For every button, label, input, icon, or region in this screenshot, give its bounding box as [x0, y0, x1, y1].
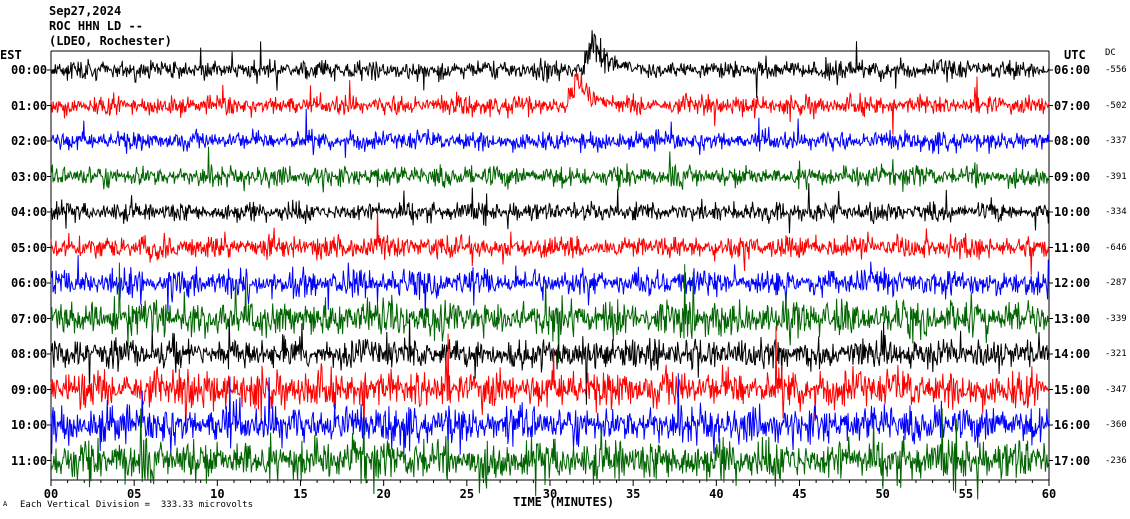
- dc-offset-label: -339: [1105, 313, 1127, 324]
- est-hour-label: 11:00: [11, 453, 48, 468]
- dc-offset-label: -556: [1105, 65, 1127, 75]
- trace-row-0300: [50, 146, 1050, 193]
- est-hour-label: 05:00: [11, 240, 48, 255]
- trace-row-0500: [50, 209, 1050, 276]
- dc-offset-label: -321: [1105, 349, 1127, 359]
- footer-glyph: A: [3, 500, 8, 508]
- dc-offset-label: -337: [1105, 136, 1127, 146]
- utc-hour-label: 15:00: [1054, 382, 1091, 397]
- x-tick-label: 25: [460, 487, 474, 501]
- dc-offset-label: -502: [1105, 100, 1127, 111]
- x-tick-label: 45: [792, 487, 806, 501]
- x-tick-label: 30: [543, 487, 557, 501]
- trace-row-0600: [50, 255, 1050, 316]
- x-tick-label: 20: [376, 487, 390, 501]
- x-axis-title: TIME (MINUTES): [513, 495, 615, 509]
- est-hour-label: 00:00: [11, 63, 48, 77]
- est-hour-label: 04:00: [11, 205, 48, 219]
- utc-axis-title: UTC: [1064, 48, 1086, 62]
- utc-hour-label: 06:00: [1054, 63, 1091, 77]
- utc-hour-label: 17:00: [1054, 453, 1091, 468]
- header-station: ROC HHN LD --: [49, 19, 143, 33]
- trace-row-0200: [50, 108, 1050, 158]
- est-hour-label: 10:00: [11, 418, 48, 432]
- utc-hour-label: 11:00: [1054, 240, 1091, 255]
- header-date: Sep27,2024: [49, 4, 122, 18]
- est-axis-title: EST: [0, 48, 22, 62]
- dc-offset-label: -360: [1105, 420, 1127, 430]
- trace-row-0800: [50, 318, 1050, 405]
- x-tick-label: 40: [709, 487, 723, 501]
- utc-hour-label: 10:00: [1054, 205, 1091, 219]
- trace-row-1000: [50, 373, 1050, 455]
- est-hour-label: 08:00: [11, 347, 48, 361]
- x-tick-label: 00: [44, 487, 58, 501]
- x-tick-label: 05: [127, 487, 141, 501]
- x-tick-label: 35: [626, 487, 640, 501]
- trace-row-0900: [50, 326, 1050, 455]
- dc-offset-label: -391: [1105, 171, 1127, 182]
- dc-offset-label: -334: [1105, 207, 1127, 217]
- x-tick-label: 15: [293, 487, 307, 501]
- dc-offset-label: -646: [1105, 242, 1127, 253]
- est-hour-label: 03:00: [11, 169, 48, 184]
- est-hour-label: 01:00: [11, 98, 48, 113]
- utc-hour-label: 14:00: [1054, 347, 1091, 361]
- utc-hour-label: 16:00: [1054, 418, 1091, 432]
- est-hour-label: 02:00: [11, 134, 48, 148]
- est-hour-label: 06:00: [11, 276, 48, 290]
- dc-offset-label: -236: [1105, 455, 1127, 466]
- footer-note: Each Vertical Division = 333.33 microvol…: [20, 500, 253, 510]
- utc-hour-label: 13:00: [1054, 311, 1091, 326]
- trace-row-0400: [50, 183, 1050, 234]
- dc-offset-label: -287: [1105, 278, 1127, 288]
- utc-hour-label: 07:00: [1054, 98, 1091, 113]
- trace-row-0700: [50, 262, 1050, 363]
- utc-hour-label: 12:00: [1054, 276, 1091, 290]
- trace-row-1100: [50, 408, 1050, 500]
- trace-row-0100: [50, 72, 1050, 135]
- x-tick-label: 55: [959, 487, 973, 501]
- header-network: (LDEO, Rochester): [49, 34, 172, 48]
- trace-row-0000: [51, 30, 1050, 99]
- est-hour-label: 09:00: [11, 382, 48, 397]
- dc-column-title: DC: [1105, 48, 1116, 58]
- est-hour-label: 07:00: [11, 311, 48, 326]
- x-tick-label: 60: [1042, 487, 1056, 501]
- utc-hour-label: 09:00: [1054, 169, 1091, 184]
- dc-offset-label: -347: [1105, 384, 1127, 395]
- x-tick-label: 10: [210, 487, 224, 501]
- x-tick-label: 50: [875, 487, 889, 501]
- utc-hour-label: 08:00: [1054, 134, 1091, 148]
